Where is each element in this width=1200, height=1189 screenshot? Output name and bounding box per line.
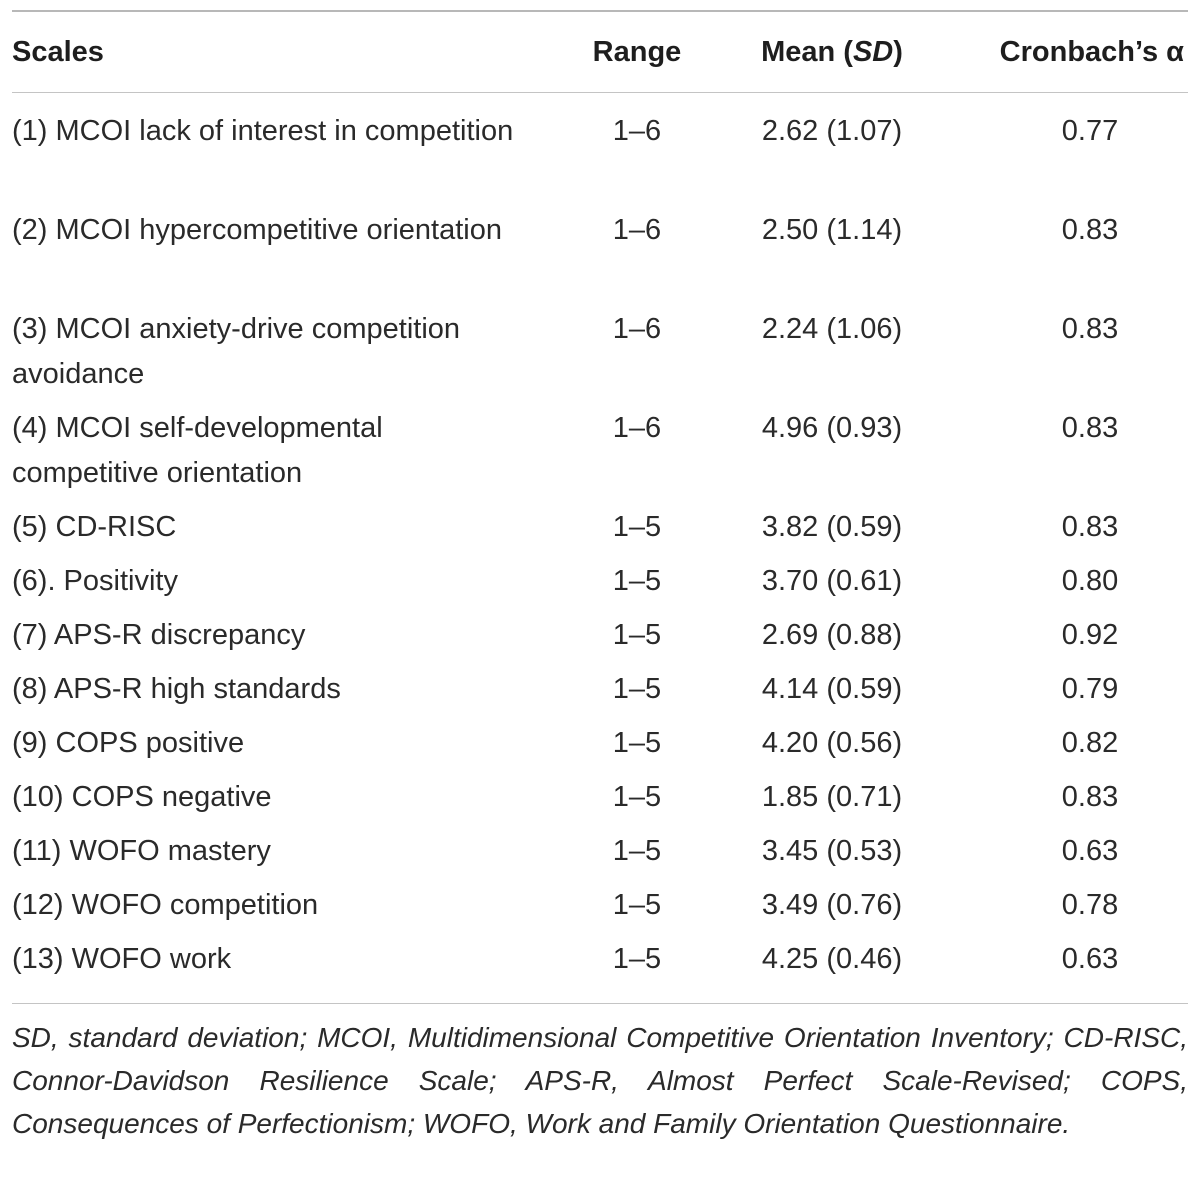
row-alpha: 0.83 xyxy=(1061,214,1119,246)
table-row: (6). Positivity 1–5 3.70 (0.61) 0.80 xyxy=(12,559,1188,613)
table-row: (1) MCOI lack of interest in competition… xyxy=(12,93,1188,208)
row-range: 1–6 xyxy=(612,412,662,444)
row-range: 1–5 xyxy=(612,619,662,651)
header-rule xyxy=(12,92,1188,93)
row-mean: 3.45 (0.53) xyxy=(761,835,903,867)
row-scale: (10) COPS negative xyxy=(12,781,272,813)
scales-table-body: (1) MCOI lack of interest in competition… xyxy=(12,93,1188,1003)
row-mean: 2.50 (1.14) xyxy=(761,214,903,246)
header-row: Scales Range Mean (SD) Cronbach’s α xyxy=(12,12,1188,92)
row-range: 1–5 xyxy=(612,889,662,921)
row-alpha: 0.63 xyxy=(1061,943,1119,975)
row-alpha: 0.83 xyxy=(1061,511,1119,543)
top-rule xyxy=(12,10,1188,12)
row-scale: (7) APS-R discrepancy xyxy=(12,619,306,651)
table-row: (13) WOFO work 1–5 4.25 (0.46) 0.63 xyxy=(12,937,1188,1003)
row-range: 1–6 xyxy=(612,313,662,345)
row-range: 1–5 xyxy=(612,511,662,543)
row-scale: (4) MCOI self-developmental competitive … xyxy=(12,412,383,489)
row-scale: (2) MCOI hypercompetitive orientation xyxy=(12,214,502,246)
row-mean: 3.70 (0.61) xyxy=(761,565,903,597)
table-row: (5) CD-RISC 1–5 3.82 (0.59) 0.83 xyxy=(12,505,1188,559)
row-range: 1–5 xyxy=(612,943,662,975)
table-row: (12) WOFO competition 1–5 3.49 (0.76) 0.… xyxy=(12,883,1188,937)
header-scales: Scales xyxy=(12,35,104,68)
row-alpha: 0.79 xyxy=(1061,673,1119,705)
row-mean: 3.82 (0.59) xyxy=(761,511,903,543)
scales-table: Scales Range Mean (SD) Cronbach’s α xyxy=(12,12,1188,92)
row-range: 1–5 xyxy=(612,565,662,597)
row-mean: 4.20 (0.56) xyxy=(761,727,903,759)
row-scale: (6). Positivity xyxy=(12,565,178,597)
table-container: Scales Range Mean (SD) Cronbach’s α (1) … xyxy=(12,10,1188,1145)
row-alpha: 0.63 xyxy=(1061,835,1119,867)
header-mean-sd: SD xyxy=(852,35,894,68)
row-range: 1–5 xyxy=(612,727,662,759)
row-alpha: 0.83 xyxy=(1061,781,1119,813)
header-range: Range xyxy=(592,35,682,68)
row-alpha: 0.82 xyxy=(1061,727,1119,759)
header-mean-prefix: Mean ( xyxy=(761,35,853,68)
row-mean: 2.69 (0.88) xyxy=(761,619,903,651)
row-range: 1–6 xyxy=(612,115,662,147)
row-range: 1–5 xyxy=(612,781,662,813)
bottom-rule xyxy=(12,1003,1188,1004)
header-alpha: Cronbach’s α xyxy=(999,35,1184,68)
row-range: 1–6 xyxy=(612,214,662,246)
row-range: 1–5 xyxy=(612,835,662,867)
table-row: (10) COPS negative 1–5 1.85 (0.71) 0.83 xyxy=(12,775,1188,829)
header-mean: Mean (SD) xyxy=(702,12,962,92)
row-scale: (12) WOFO competition xyxy=(12,889,319,921)
row-alpha: 0.92 xyxy=(1061,619,1119,651)
row-alpha: 0.78 xyxy=(1061,889,1119,921)
row-scale: (9) COPS positive xyxy=(12,727,245,759)
row-mean: 4.25 (0.46) xyxy=(761,943,903,975)
row-range: 1–5 xyxy=(612,673,662,705)
row-scale: (13) WOFO work xyxy=(12,943,232,975)
row-alpha: 0.77 xyxy=(1061,115,1119,147)
table-row: (8) APS-R high standards 1–5 4.14 (0.59)… xyxy=(12,667,1188,721)
table-row: (9) COPS positive 1–5 4.20 (0.56) 0.82 xyxy=(12,721,1188,775)
table-row: (4) MCOI self-developmental competitive … xyxy=(12,406,1188,505)
table-row: (11) WOFO mastery 1–5 3.45 (0.53) 0.63 xyxy=(12,829,1188,883)
header-mean-suffix: ) xyxy=(893,35,903,68)
row-scale: (3) MCOI anxiety-drive competition avoid… xyxy=(12,313,461,390)
table-row: (2) MCOI hypercompetitive orientation 1–… xyxy=(12,208,1188,307)
row-scale: (5) CD-RISC xyxy=(12,511,177,543)
row-scale: (1) MCOI lack of interest in competition xyxy=(12,115,514,147)
row-scale: (11) WOFO mastery xyxy=(12,835,271,867)
table-row: (7) APS-R discrepancy 1–5 2.69 (0.88) 0.… xyxy=(12,613,1188,667)
row-mean: 4.96 (0.93) xyxy=(761,412,903,444)
row-alpha: 0.80 xyxy=(1061,565,1119,597)
row-mean: 1.85 (0.71) xyxy=(761,781,903,813)
row-alpha: 0.83 xyxy=(1061,412,1119,444)
row-mean: 2.62 (1.07) xyxy=(761,115,903,147)
row-alpha: 0.83 xyxy=(1061,313,1119,345)
table-row: (3) MCOI anxiety-drive competition avoid… xyxy=(12,307,1188,406)
table-footnote: SD, standard deviation; MCOI, Multidimen… xyxy=(12,1022,1188,1139)
row-mean: 3.49 (0.76) xyxy=(761,889,903,921)
row-scale: (8) APS-R high standards xyxy=(12,673,341,705)
row-mean: 2.24 (1.06) xyxy=(761,313,903,345)
row-mean: 4.14 (0.59) xyxy=(761,673,903,705)
